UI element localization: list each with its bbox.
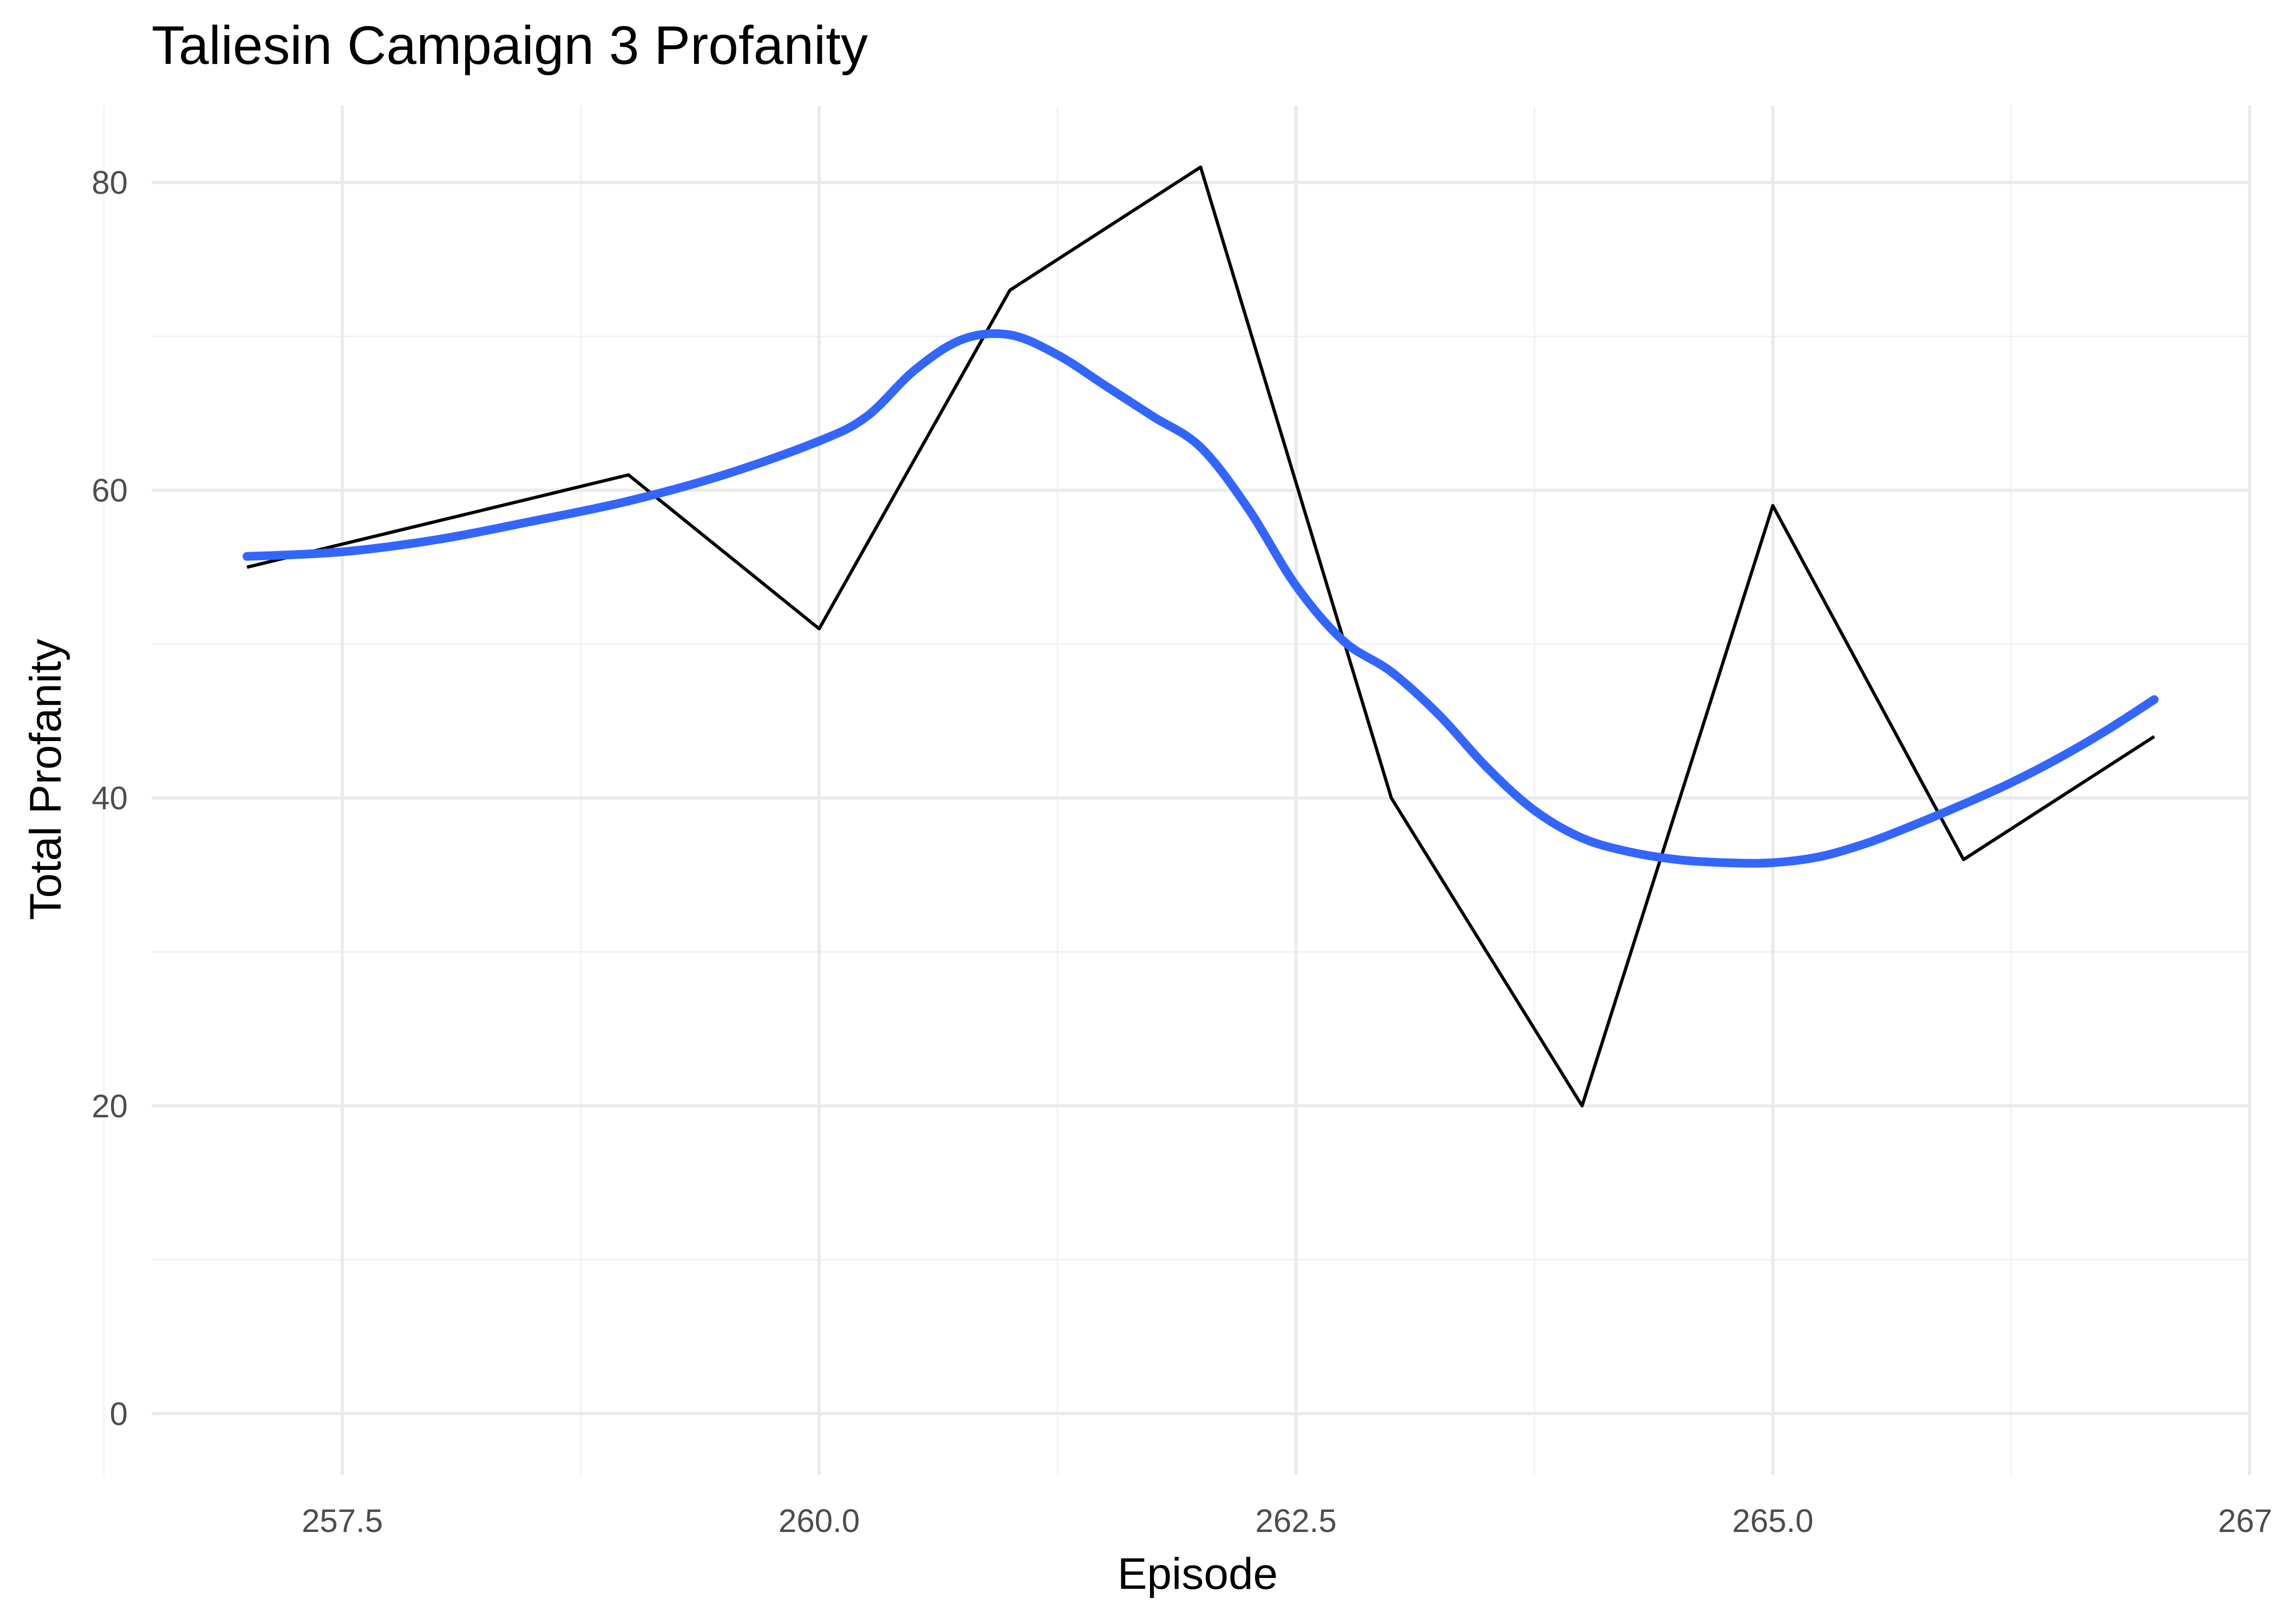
tick-labels: 257.5 260.0 262.5 265.0 267. 0 20 40 60 80 [92, 165, 2274, 1539]
y-tick-label: 60 [92, 473, 128, 509]
series-line-smooth [243, 329, 2159, 868]
series-layer [243, 165, 2159, 1108]
y-tick-label: 0 [110, 1396, 128, 1432]
y-tick-label: 80 [92, 165, 128, 201]
y-tick-label: 20 [92, 1088, 128, 1124]
y-axis-title: Total Profanity [21, 639, 70, 920]
x-tick-label: 260.0 [779, 1503, 860, 1539]
x-axis-title: Episode [1118, 1549, 1278, 1599]
major-gridlines [152, 106, 2251, 1475]
x-tick-label: 267. [2218, 1503, 2274, 1539]
y-tick-label: 40 [92, 780, 128, 816]
x-tick-label: 257.5 [302, 1503, 383, 1539]
x-tick-label: 262.5 [1256, 1503, 1337, 1539]
minor-gridlines [103, 106, 2250, 1475]
x-tick-label: 265.0 [1732, 1503, 1813, 1539]
series-line-raw [246, 165, 2155, 1108]
chart-title: Taliesin Campaign 3 Profanity [152, 15, 868, 76]
